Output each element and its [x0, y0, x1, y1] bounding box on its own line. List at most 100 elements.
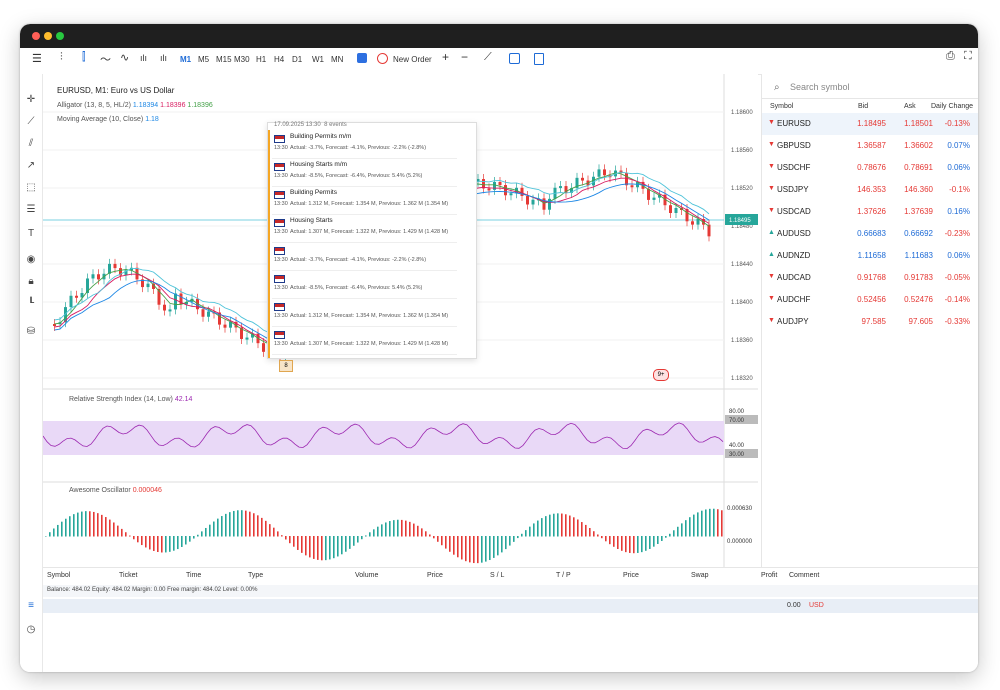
timeframe-m30[interactable]: M30	[234, 55, 250, 64]
symbol-row[interactable]: ▼ GBPUSD 1.36587 1.36602 0.07%	[762, 135, 978, 157]
arrow-down-icon: ▼	[768, 273, 775, 280]
line-chart-icon[interactable]: 〜	[100, 54, 111, 66]
indicators-icon[interactable]: ılı	[140, 53, 148, 63]
lock-icon[interactable]: 🔒︎	[28, 276, 34, 287]
col-price-header[interactable]: Price	[427, 572, 443, 579]
ao-bar	[501, 536, 503, 553]
search-input[interactable]: Search symbol	[790, 82, 850, 92]
event-detail: Actual: -8.5%, Forecast: -6.4%, Previous…	[290, 285, 423, 291]
col-swap-header[interactable]: Swap	[691, 572, 709, 579]
bar-chart-icon[interactable]: ⫶	[60, 51, 63, 63]
indicators-icon[interactable]: ılı	[160, 53, 168, 63]
list-icon[interactable]: ≡	[28, 600, 34, 611]
candle-body	[124, 270, 128, 276]
col-tp-header[interactable]: T / P	[556, 572, 571, 579]
symbol-row[interactable]: ▲ AUDNZD 1.11658 1.11683 0.06%	[762, 245, 978, 267]
flag-icon	[274, 331, 285, 339]
col-volume-header[interactable]: Volume	[355, 572, 379, 579]
symbol-row[interactable]: ▼ EURUSD 1.18495 1.18501 -0.13%	[762, 113, 978, 135]
event-item[interactable]: 13:30 Actual: 1.312 M, Forecast: 1.354 M,…	[272, 299, 457, 327]
timeframe-w1[interactable]: W1	[312, 55, 324, 64]
timeframe-m15[interactable]: M15	[216, 55, 232, 64]
search-icon[interactable]: ⌕	[774, 82, 780, 93]
col-time-header[interactable]: Time	[186, 572, 202, 579]
event-item[interactable]: Housing Starts m/m 13:30 Actual: -8.5%, Fo…	[272, 159, 457, 187]
current-price-label: 1.18495	[729, 218, 751, 224]
channel-icon[interactable]: ⫽	[28, 138, 34, 149]
ao-bar	[525, 530, 527, 537]
timeframe-m1[interactable]: M1	[180, 55, 192, 64]
shape-icon[interactable]: ⬚	[26, 182, 36, 193]
col-price-header[interactable]: Price	[623, 572, 639, 579]
trendline-icon[interactable]: ⟋	[27, 116, 35, 127]
document-icon[interactable]	[534, 53, 544, 65]
col-sl-header[interactable]: S / L	[490, 572, 505, 579]
candle-body	[152, 283, 155, 289]
ao-bar	[169, 536, 171, 552]
event-item[interactable]: Building Permits 13:30 Actual: 1.312 M, Fo…	[272, 187, 457, 215]
zoom-in-button[interactable]: +	[442, 50, 450, 64]
event-item[interactable]: Housing Starts 13:30 Actual: 1.307 M, Fore…	[272, 215, 457, 243]
current-price-box	[725, 214, 758, 225]
event-item[interactable]: Building Permits m/m 13:30 Actual: -3.7%, …	[272, 131, 457, 159]
line-chart-icon[interactable]: ∿	[120, 52, 130, 64]
timeframe-h1[interactable]: H1	[256, 55, 267, 64]
ao-bar	[253, 513, 255, 537]
menu-icon[interactable]: ☰	[32, 53, 42, 65]
crosshair-icon[interactable]: ✛	[26, 94, 36, 105]
close-dot[interactable]	[32, 32, 40, 40]
ao-bar	[329, 536, 331, 560]
events-popup[interactable]: 17.09.2025 13:30 8 events Building Permi…	[267, 122, 477, 359]
candle-body	[207, 311, 210, 317]
new-order-icon[interactable]	[377, 53, 388, 64]
history-icon[interactable]: ◷	[26, 624, 36, 635]
symbol-row[interactable]: ▼ AUDCHF 0.52456 0.52476 -0.14%	[762, 289, 978, 311]
indicator-icon[interactable]: ⟋	[484, 51, 492, 63]
candlestick-icon[interactable]: ⫿	[82, 51, 86, 63]
ao-bar	[57, 524, 59, 537]
symbol-row[interactable]: ▼ AUDCAD 0.91768 0.91783 -0.05%	[762, 267, 978, 289]
symbol-row[interactable]: ▼ USDJPY 146.353 146.360 -0.1%	[762, 179, 978, 201]
database-icon[interactable]: ⛁	[26, 326, 36, 337]
maximize-dot[interactable]	[56, 32, 64, 40]
ray-icon[interactable]: ↗	[26, 160, 36, 171]
fibonacci-icon[interactable]: ☰	[26, 204, 36, 215]
candle-body	[476, 179, 480, 182]
ao-bar	[437, 536, 439, 542]
col-comment-header[interactable]: Comment	[789, 572, 820, 579]
symbol-row[interactable]: ▼ USDCHF 0.78676 0.78691 0.06%	[762, 157, 978, 179]
eye-icon[interactable]: ◉	[26, 254, 36, 265]
screenshot-icon[interactable]: ⎙	[946, 50, 955, 62]
symbol-row[interactable]: ▼ USDCAD 1.37626 1.37639 0.16%	[762, 201, 978, 223]
event-badge-right[interactable]: 9+	[653, 369, 669, 381]
timeframe-m5[interactable]: M5	[198, 55, 210, 64]
chart-area[interactable]: 1.18600 1.18560 1.18520 1.18480 1.18440 1.184…	[43, 74, 758, 579]
tree-icon[interactable]: ┖	[27, 298, 35, 309]
timeframe-mn[interactable]: MN	[331, 55, 344, 64]
minimize-dot[interactable]	[44, 32, 52, 40]
candle-body	[559, 186, 562, 189]
text-icon[interactable]: T	[27, 228, 35, 239]
event-item[interactable]: 13:30 Actual: -8.5%, Forecast: -6.4%, Pre…	[272, 271, 457, 299]
event-item[interactable]: 13:30 Actual: -3.7%, Forecast: -4.1%, Pre…	[272, 243, 457, 271]
col-type-header[interactable]: Type	[248, 572, 264, 579]
zoom-out-button[interactable]: −	[461, 50, 469, 64]
col-symbol-header[interactable]: Symbol	[47, 572, 71, 579]
events-header: 17.09.2025 13:30 8 events	[274, 122, 347, 128]
screenshot-icon[interactable]	[357, 53, 367, 63]
event-item[interactable]: 13:30 Actual: 1.307 M, Forecast: 1.322 M,…	[272, 327, 457, 355]
ao-bar	[453, 536, 455, 555]
ao-bar	[569, 515, 571, 537]
col-profit-header[interactable]: Profit	[761, 572, 778, 579]
symbol-row[interactable]: ▲ AUDUSD 0.66683 0.66692 -0.23%	[762, 223, 978, 245]
col-ticket-header[interactable]: Ticket	[119, 572, 138, 579]
new-order-button[interactable]: New Order	[393, 55, 432, 64]
timeframe-d1[interactable]: D1	[292, 55, 303, 64]
event-badge-left[interactable]: 8	[279, 360, 293, 372]
symbol-row[interactable]: ▼ AUDJPY 97.585 97.605 -0.33%	[762, 311, 978, 333]
ao-bar	[713, 508, 715, 537]
calendar-icon[interactable]	[509, 53, 520, 64]
fullscreen-icon[interactable]: ⛶	[964, 50, 972, 62]
timeframe-h4[interactable]: H4	[274, 55, 285, 64]
candle-body	[53, 324, 56, 326]
